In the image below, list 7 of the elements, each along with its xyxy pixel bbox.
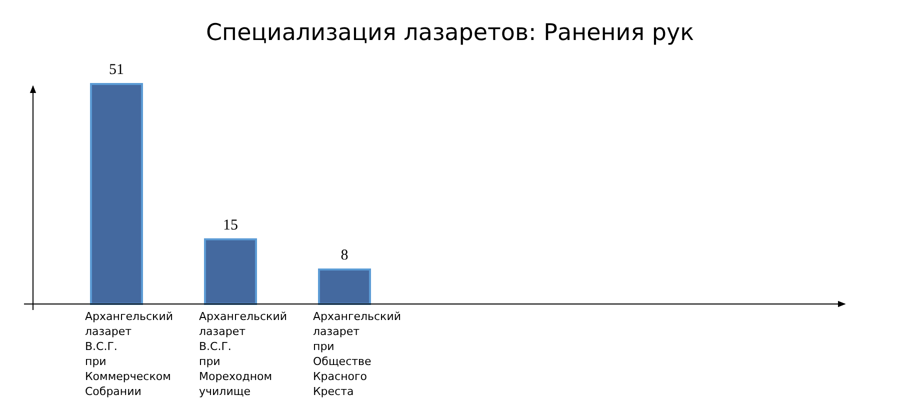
data-label: 15 [223, 217, 238, 234]
data-label: 51 [109, 62, 124, 78]
x-tick-label: Архангельский лазарет В.С.Г. при Коммерческом Собрании [85, 310, 173, 398]
chart-title: Специализация лазаретов: Ранения рук [206, 20, 694, 46]
x-tick-label: Архангельский лазарет при Обществе Красного Креста [313, 310, 401, 398]
x-tick-label: Архангельский лазарет В.С.Г. при Мореходном училище [199, 310, 287, 398]
data-label: 8 [340, 247, 348, 264]
